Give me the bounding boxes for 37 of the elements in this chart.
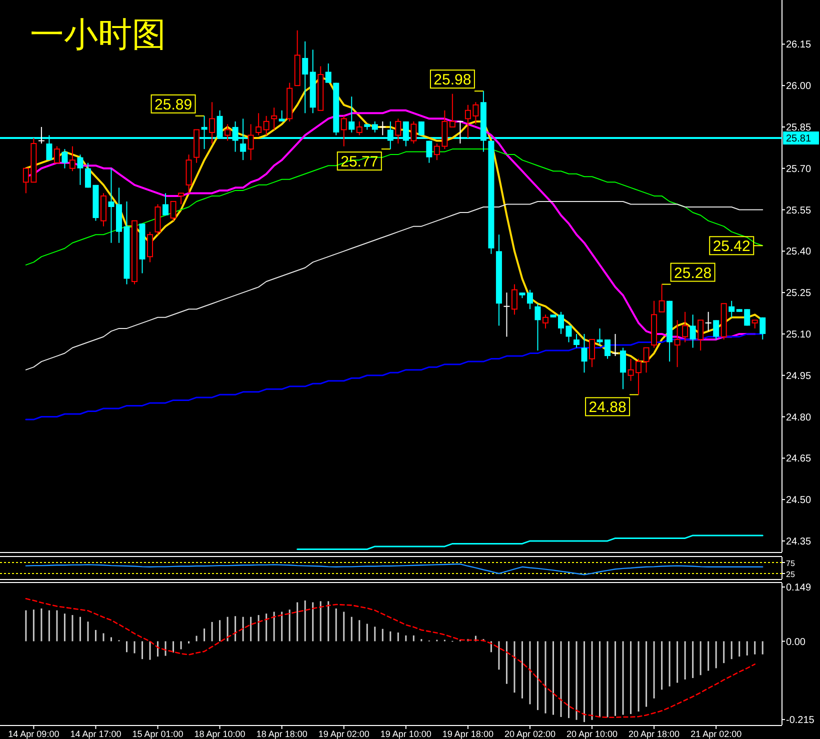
y-tick-label: 25.40 — [786, 246, 812, 258]
y-tick-label: 24.35 — [786, 536, 812, 548]
ref-line-label: 25.81 — [786, 134, 812, 144]
x-tick-label: 14 Apr 09:00 — [8, 729, 60, 739]
x-tick-label: 20 Apr 10:00 — [566, 729, 618, 739]
y-tick-label: 75 — [786, 559, 796, 568]
x-tick-label: 20 Apr 02:00 — [504, 729, 556, 739]
annotation: 25.28 — [674, 264, 712, 282]
y-tick-label: 24.80 — [786, 412, 812, 424]
y-tick-label: 25.10 — [786, 329, 812, 340]
y-tick-label: 25.85 — [786, 122, 812, 134]
x-tick-label: 15 Apr 01:00 — [132, 729, 184, 739]
y-tick-label: 25 — [786, 570, 796, 579]
annotation: 24.88 — [588, 399, 626, 416]
x-tick-label: 19 Apr 18:00 — [442, 729, 494, 739]
annotation: 25.98 — [434, 72, 472, 89]
x-tick-label: 19 Apr 10:00 — [380, 729, 432, 739]
y-tick-label: 24.65 — [786, 454, 812, 465]
y-tick-label: 0.00 — [786, 636, 806, 648]
y-tick-label: 24.95 — [786, 370, 812, 382]
y-tick-label: 25.55 — [786, 205, 812, 216]
x-tick-label: 20 Apr 18:00 — [628, 729, 680, 739]
y-tick-label: 26.15 — [786, 40, 812, 51]
x-tick-label: 18 Apr 10:00 — [194, 729, 246, 739]
x-tick-label: 19 Apr 02:00 — [318, 729, 370, 739]
annotation: 25.42 — [712, 238, 750, 256]
x-tick-label: 18 Apr 18:00 — [256, 729, 308, 739]
y-tick-label: 25.25 — [786, 288, 812, 300]
annotation: 25.89 — [154, 96, 192, 114]
y-tick-label: 24.50 — [786, 495, 812, 506]
y-tick-label: 0.149 — [786, 582, 812, 594]
x-tick-label: 21 Apr 02:00 — [690, 729, 742, 739]
text: 一小时图 — [30, 15, 166, 55]
y-tick-label: -0.215 — [786, 715, 815, 726]
y-tick-label: 26.00 — [786, 81, 812, 92]
y-tick-label: 25.70 — [786, 164, 812, 175]
x-tick-label: 14 Apr 17:00 — [70, 729, 122, 739]
